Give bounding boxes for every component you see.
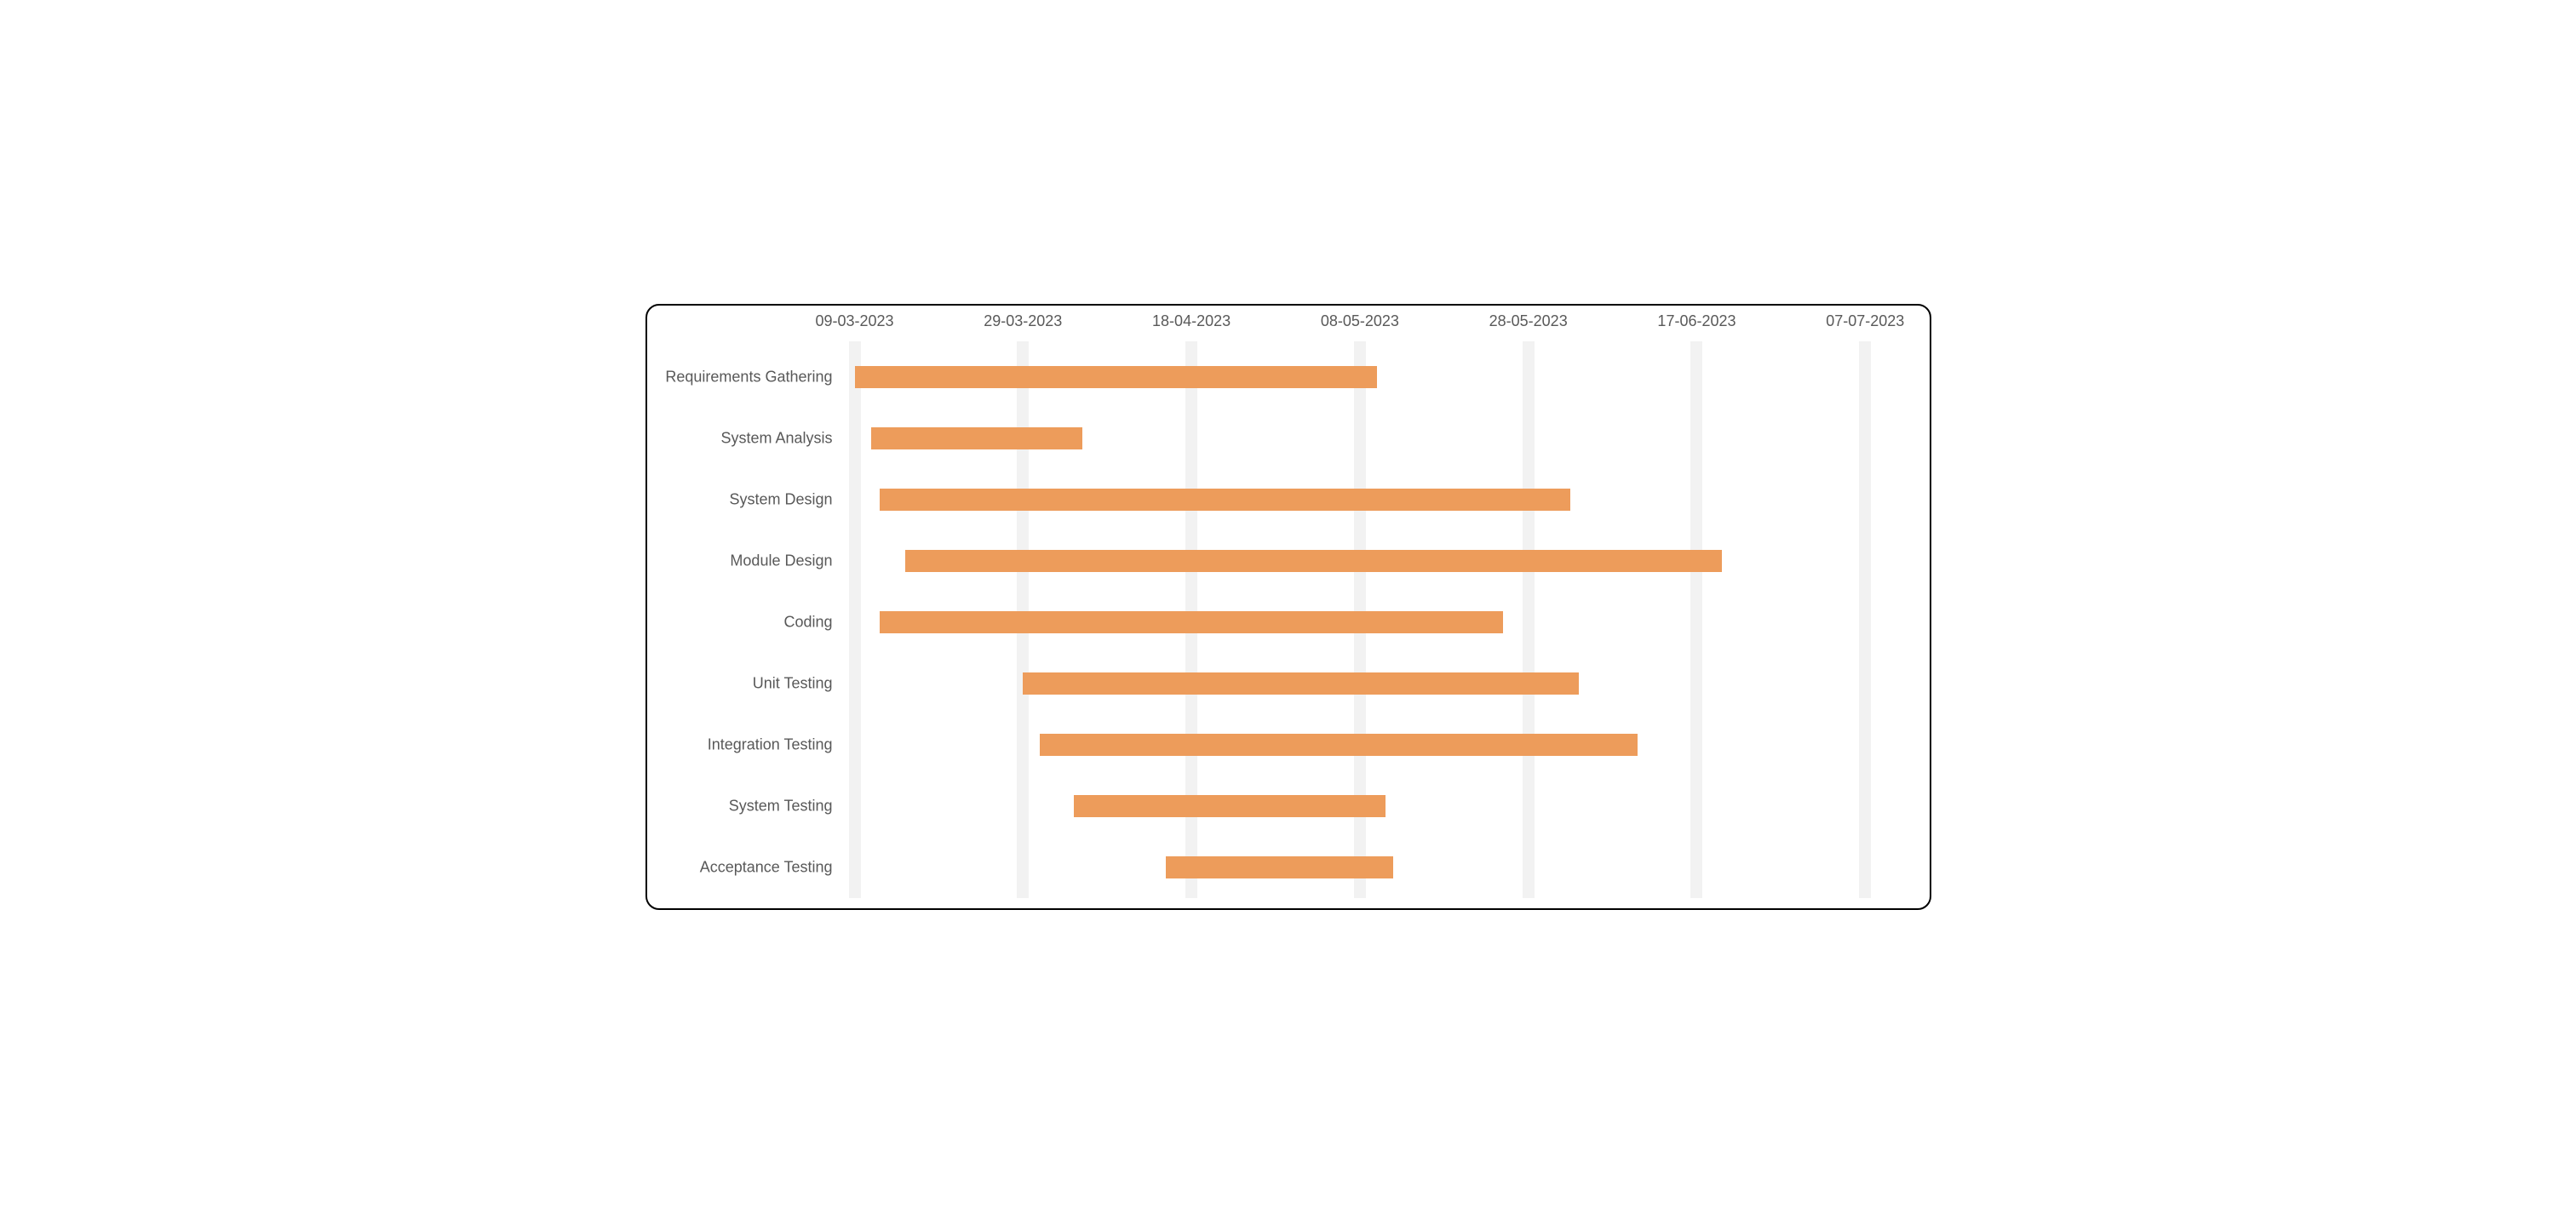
task-label: Integration Testing — [645, 735, 833, 753]
task-row: System Testing — [647, 775, 1921, 837]
task-bar — [1074, 795, 1386, 817]
task-row: Unit Testing — [647, 653, 1921, 714]
task-row: System Design — [647, 469, 1921, 530]
task-label: System Testing — [645, 797, 833, 815]
task-row: Integration Testing — [647, 714, 1921, 775]
task-row: Coding — [647, 592, 1921, 653]
task-row: Requirements Gathering — [647, 346, 1921, 408]
task-bar — [880, 489, 1570, 511]
task-bar — [871, 427, 1081, 449]
x-axis-tick-label: 08-05-2023 — [1321, 312, 1399, 330]
x-axis-tick-label: 17-06-2023 — [1657, 312, 1736, 330]
task-bar — [1040, 734, 1638, 756]
x-axis-tick-label: 18-04-2023 — [1152, 312, 1231, 330]
task-row: System Analysis — [647, 408, 1921, 469]
task-row: Acceptance Testing — [647, 837, 1921, 898]
task-label: System Design — [645, 490, 833, 508]
task-row: Module Design — [647, 530, 1921, 592]
task-bar — [905, 550, 1722, 572]
task-label: System Analysis — [645, 429, 833, 447]
task-label: Coding — [645, 613, 833, 631]
task-bar — [1023, 672, 1579, 695]
task-label: Requirements Gathering — [645, 368, 833, 386]
x-axis-tick-label: 07-07-2023 — [1826, 312, 1904, 330]
plot-area: Requirements Gathering System Analysis Sys… — [647, 341, 1921, 898]
task-label: Acceptance Testing — [645, 858, 833, 876]
task-bar — [1166, 856, 1393, 878]
x-axis-tick-label: 09-03-2023 — [815, 312, 893, 330]
x-axis: 09-03-2023 29-03-2023 18-04-2023 08-05-2023… — [647, 312, 1930, 338]
x-axis-tick-label: 28-05-2023 — [1489, 312, 1568, 330]
task-label: Unit Testing — [645, 674, 833, 692]
task-bar — [855, 366, 1377, 388]
gantt-chart-frame: 09-03-2023 29-03-2023 18-04-2023 08-05-2023… — [645, 304, 1931, 910]
task-label: Module Design — [645, 552, 833, 569]
x-axis-tick-label: 29-03-2023 — [984, 312, 1062, 330]
task-bar — [880, 611, 1503, 633]
